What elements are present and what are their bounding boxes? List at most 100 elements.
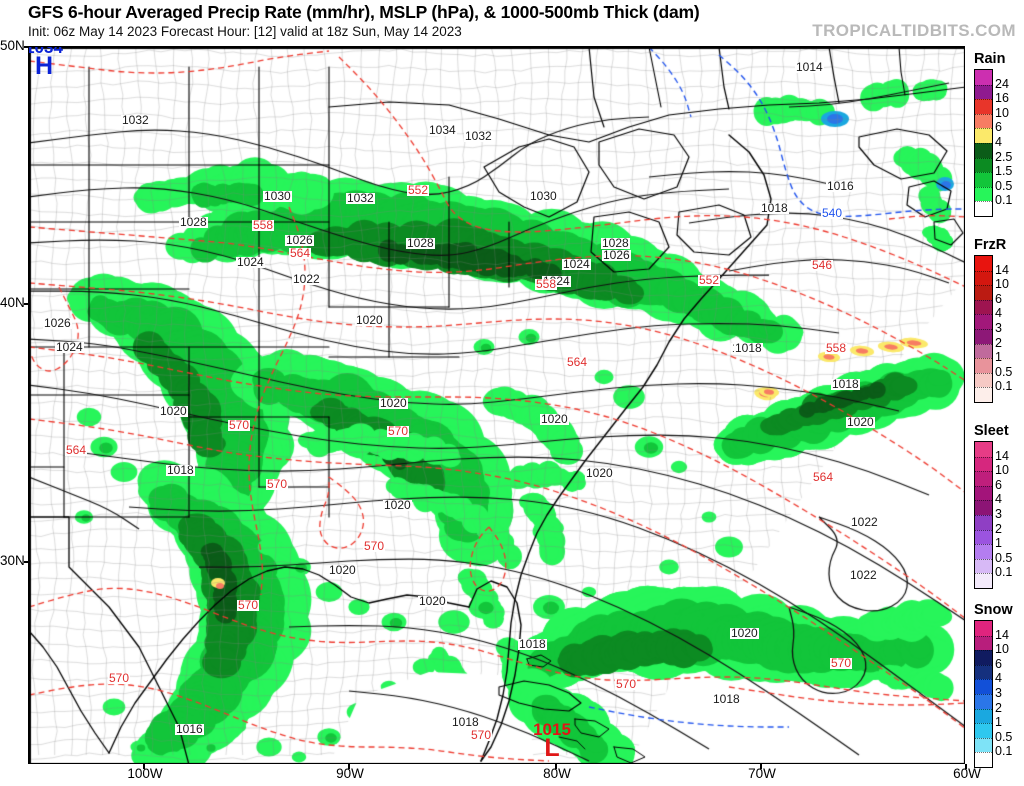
legend-tick-label: 0.5 <box>995 729 1013 744</box>
contour-label: 552 <box>698 273 721 287</box>
pressure-center-low: 1015 L <box>528 721 576 761</box>
legend-tick-label: 10 <box>995 642 1009 657</box>
legend-tick-label: 0.1 <box>995 193 1013 208</box>
lon-label: 70W <box>748 766 776 781</box>
lon-label: 60W <box>953 766 981 781</box>
contour-label: 1020 <box>379 396 408 410</box>
legend-tick-label: 10 <box>995 463 1009 478</box>
contour-label: 1028 <box>179 215 208 229</box>
forecast-init-line: Init: 06z May 14 2023 Forecast Hour: [12… <box>28 24 462 39</box>
legend-tick-label: 2 <box>995 521 1002 536</box>
contour-label: 1018 <box>451 715 480 729</box>
contour-label: 1034 <box>428 123 457 137</box>
legend-title-frzr: FrzR <box>974 237 1007 253</box>
legend-tick-label: 4 <box>995 306 1002 321</box>
legend-swatch <box>975 708 992 724</box>
legend-swatch <box>975 500 992 515</box>
contour-label: 1026 <box>43 316 72 330</box>
legend-colorbar-sleet <box>974 441 993 589</box>
legend-swatch <box>975 679 992 694</box>
lon-tick <box>555 764 557 769</box>
legend-swatch <box>975 314 992 329</box>
contour-label: 1026 <box>285 233 314 247</box>
legend-tick-label: 0.1 <box>995 379 1013 394</box>
contour-label: 564 <box>566 355 589 369</box>
legend-swatch <box>975 285 992 300</box>
pressure-center-high: 1034 H <box>29 47 68 79</box>
lat-label: 30N <box>0 553 25 568</box>
contour-label: 1024 <box>236 255 265 269</box>
contour-label: 570 <box>237 598 260 612</box>
watermark: TROPICALTIDBITS.COM <box>812 21 1016 40</box>
legend-swatch <box>975 128 992 143</box>
contour-label: 570 <box>228 418 251 432</box>
contour-label: 564 <box>812 470 835 484</box>
legend-tick-label: 6 <box>995 291 1002 306</box>
legend-swatch <box>975 544 992 559</box>
legend-colorbar-frzr <box>974 255 993 403</box>
contour-label: 564 <box>289 246 312 260</box>
legend-swatch <box>975 358 992 373</box>
legend-swatch <box>975 387 992 402</box>
legend-tick-label: 2 <box>995 335 1002 350</box>
lon-tick <box>965 764 967 769</box>
lat-label: 50N <box>0 38 25 53</box>
legend-swatch <box>975 157 992 173</box>
legend-swatch <box>975 270 992 286</box>
lon-tick <box>348 764 350 769</box>
legend-tick-label: 4 <box>995 671 1002 686</box>
legend-tick-label: 1.5 <box>995 164 1013 179</box>
legend-swatch <box>975 529 992 545</box>
legend-tick-label: 6 <box>995 656 1002 671</box>
contour-label: 1024 <box>562 257 591 271</box>
contour-label: 1022 <box>850 515 879 529</box>
legend-group-snow: Snow 14 10 6 4 3 2 1 0.5 0.1 <box>968 603 1024 768</box>
legend-tick-label: 2.5 <box>995 149 1013 164</box>
contour-label: 1030 <box>529 189 558 203</box>
legend-swatch <box>975 186 992 202</box>
legend-swatch <box>975 442 992 457</box>
legend-tick-label: 6 <box>995 120 1002 135</box>
legend-swatch <box>975 723 992 738</box>
contour-label: 570 <box>108 671 131 685</box>
legend-group-rain: Rain 24 16 10 6 4 2.5 1.5 0.5 0.1 <box>968 52 1024 217</box>
legend-swatch <box>975 99 992 114</box>
legend-swatch <box>975 256 992 271</box>
legend-tick-label: 2 <box>995 700 1002 715</box>
legend-tick-label: 4 <box>995 135 1002 149</box>
contour-label: 564 <box>65 443 88 457</box>
legend-tick-label: 1 <box>995 536 1002 551</box>
legend-tick-label: 24 <box>995 76 1009 91</box>
legend-swatch <box>975 514 992 530</box>
contour-label: 1018 <box>518 637 547 651</box>
legend-tick-label: 3 <box>995 686 1002 700</box>
lon-label: 100W <box>127 766 163 781</box>
legend-colorbar-rain <box>974 69 993 217</box>
contour-label: 570 <box>470 728 493 742</box>
contour-label: 1020 <box>540 412 569 426</box>
map-panel[interactable]: 1032103410321030103210301028102810281026… <box>28 46 965 764</box>
legend-swatch <box>975 485 992 501</box>
contour-label: 1022 <box>292 272 321 286</box>
legend-swatch <box>975 737 992 753</box>
legend-swatch <box>975 573 992 588</box>
legend-tick-label: 0.5 <box>995 364 1013 379</box>
legend-tick-label: 14 <box>995 262 1009 277</box>
contour-label: 1032 <box>346 191 375 205</box>
legend-tick-label: 3 <box>995 321 1002 335</box>
contour-label: 540 <box>821 206 844 220</box>
contour-label: 546 <box>811 258 834 272</box>
legend-tick-label: 3 <box>995 507 1002 521</box>
contour-label: 1020 <box>159 404 188 418</box>
contour-label: 570 <box>266 477 289 491</box>
legend-tick-label: 0.1 <box>995 565 1013 580</box>
contour-label: 570 <box>363 539 386 553</box>
legend-swatch <box>975 471 992 486</box>
legend-tick-label: 1 <box>995 715 1002 730</box>
legend-swatch <box>975 635 992 651</box>
legend-swatch <box>975 650 992 665</box>
legend-tick-label: 0.1 <box>995 744 1013 759</box>
legend-tick-label: 16 <box>995 91 1009 106</box>
legend-tick-label: 6 <box>995 477 1002 492</box>
precip-map-canvas[interactable] <box>29 47 964 763</box>
